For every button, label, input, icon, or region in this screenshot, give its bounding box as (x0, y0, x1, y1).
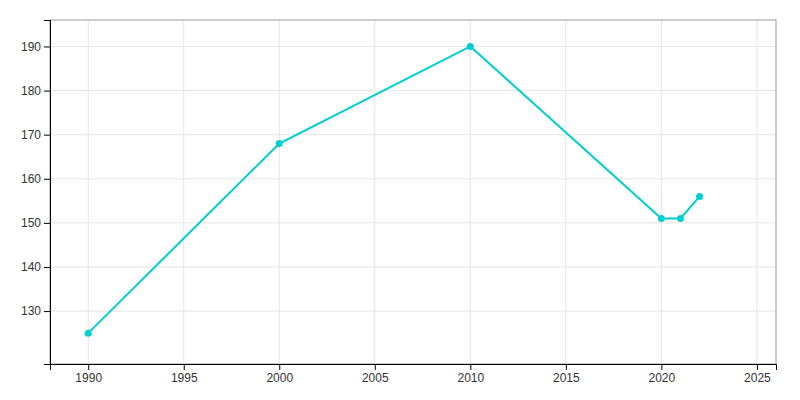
y-axis: 130 140 150 160 170 180 190 (21, 21, 51, 365)
x-axis-tick-mark (88, 364, 89, 370)
x-axis-tick-label: 1990 (75, 371, 102, 385)
x-axis-tick-mark (375, 364, 376, 370)
plot-area: 1990 1995 2000 2005 2010 2015 2020 2025 130 140 15… (21, 20, 777, 385)
plot-frame (50, 20, 776, 364)
x-axis-tick-mark (661, 364, 662, 370)
x-axis-tick: 2020 (649, 364, 676, 385)
x-axis-tick: 2000 (266, 364, 293, 385)
y-axis-tick-mark (44, 135, 50, 136)
point (658, 215, 665, 222)
y-axis-tick-label: 180 (21, 84, 41, 98)
y-axis-tick-mark (44, 267, 50, 268)
point (696, 193, 703, 200)
x-axis-tick-label: 2005 (362, 371, 389, 385)
data-marks (85, 43, 703, 337)
x-axis-domain (51, 365, 777, 371)
x-axis: 1990 1995 2000 2005 2010 2015 2020 2025 (51, 364, 777, 385)
y-axis-tick-mark (44, 179, 50, 180)
y-axis-tick-label: 160 (21, 172, 41, 186)
y-axis-tick: 170 (21, 128, 50, 142)
grid (50, 20, 776, 364)
x-axis-tick-mark (184, 364, 185, 370)
point (276, 140, 283, 147)
grid-line-y (50, 134, 776, 135)
x-axis-tick: 2025 (744, 364, 771, 385)
x-axis-tick-mark (470, 364, 471, 370)
grid-line-x (279, 20, 280, 364)
y-axis-tick: 180 (21, 84, 50, 98)
x-axis-tick-label: 2010 (457, 371, 484, 385)
y-axis-tick-mark (44, 311, 50, 312)
grid-line-x (88, 20, 89, 364)
grid-line-y (50, 266, 776, 267)
x-axis-tick-mark (279, 364, 280, 370)
chart-svg: 1990 1995 2000 2005 2010 2015 2020 2025 130 140 15… (0, 0, 800, 400)
grid-line-y (50, 222, 776, 223)
y-axis-tick-label: 190 (21, 40, 41, 54)
grid-line-x (661, 20, 662, 364)
x-axis-tick: 2015 (553, 364, 580, 385)
y-axis-domain (44, 21, 51, 365)
x-axis-tick-label: 2025 (744, 371, 771, 385)
y-axis-tick-label: 170 (21, 128, 41, 142)
point (85, 330, 92, 337)
y-axis-tick-label: 140 (21, 260, 41, 274)
grid-line-y (50, 90, 776, 91)
y-axis-tick: 190 (21, 40, 50, 54)
x-axis-tick-mark (757, 364, 758, 370)
x-axis-tick: 2010 (457, 364, 484, 385)
x-axis-tick-label: 2015 (553, 371, 580, 385)
y-axis-tick-mark (44, 46, 50, 47)
grid-line-x (470, 20, 471, 364)
y-axis-tick: 160 (21, 172, 50, 186)
y-axis-tick: 140 (21, 260, 50, 274)
y-axis-tick-mark (44, 91, 50, 92)
y-axis-tick-mark (44, 223, 50, 224)
grid-line-y (50, 178, 776, 179)
grid-line-x (183, 20, 184, 364)
point (467, 43, 474, 50)
y-axis-tick: 150 (21, 216, 50, 230)
line (88, 46, 699, 333)
grid-line-x (374, 20, 375, 364)
x-axis-tick: 1995 (171, 364, 198, 385)
x-axis-tick-label: 2000 (266, 371, 293, 385)
x-axis-tick-label: 2020 (649, 371, 676, 385)
y-axis-tick: 130 (21, 304, 50, 318)
x-axis-tick: 2005 (362, 364, 389, 385)
grid-line-y (50, 311, 776, 312)
y-axis-tick-label: 150 (21, 216, 41, 230)
grid-line-x (565, 20, 566, 364)
y-axis-tick-label: 130 (21, 304, 41, 318)
point (677, 215, 684, 222)
x-axis-tick-label: 1995 (171, 371, 198, 385)
x-axis-tick: 1990 (75, 364, 102, 385)
grid-line-y (50, 46, 776, 47)
grid-line-x (756, 20, 757, 364)
x-axis-tick-mark (566, 364, 567, 370)
